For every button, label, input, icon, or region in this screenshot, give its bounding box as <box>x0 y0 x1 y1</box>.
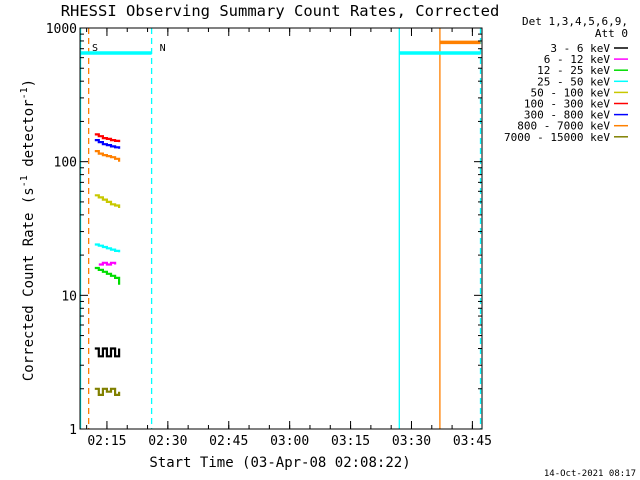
plot-frame <box>79 27 483 430</box>
legend-header-line: Att 0 <box>595 27 628 40</box>
legend-entry-label: 3 - 6 keV <box>550 42 610 55</box>
legend-entry-label: 50 - 100 keV <box>531 86 611 99</box>
y-axis-label-sup2: -1 <box>19 87 30 99</box>
series-line-8 <box>94 387 121 396</box>
series-line-2 <box>94 266 121 285</box>
legend-entry-label: 100 - 300 keV <box>524 98 610 111</box>
x-tick-label: 02:45 <box>209 434 248 449</box>
y-axis-label-end: ) <box>21 79 37 87</box>
y-axis-label-mid: detector <box>21 99 37 175</box>
y-axis-label-main: Corrected Count Rate (s <box>21 187 37 381</box>
legend-entry-label: 25 - 50 keV <box>537 75 610 88</box>
y-tick-label: 100 <box>54 156 77 171</box>
y-axis-label: Corrected Count Rate (s-1 detector-1) <box>19 79 37 381</box>
y-tick-label: 1000 <box>46 22 77 37</box>
y-axis-label-sup1: -1 <box>19 175 30 187</box>
series-line-3 <box>94 243 121 253</box>
legend-entry-label: 6 - 12 keV <box>544 53 611 66</box>
x-axis-label: Start Time (03-Apr-08 02:08:22) <box>149 455 410 471</box>
x-tick-label: 03:45 <box>453 434 492 449</box>
x-tick-label: 02:30 <box>148 434 187 449</box>
series-line-4 <box>94 194 121 208</box>
x-tick-label: 02:15 <box>87 434 126 449</box>
legend-entry-label: 7000 - 15000 keV <box>504 131 610 144</box>
y-tick-label: 10 <box>61 289 77 304</box>
series-line-5 <box>94 133 121 143</box>
chart-title: RHESSI Observing Summary Count Rates, Co… <box>61 2 500 20</box>
series-line-7 <box>94 150 121 162</box>
series-line-1 <box>98 261 117 266</box>
axes: 1 10 100 1000 02:15 02:30 02:45 03:00 03:15 03:30… <box>46 22 492 449</box>
flag-label-s: S <box>92 43 98 54</box>
legend-entry-label: 300 - 800 keV <box>524 109 610 122</box>
y-tick-label: 1 <box>69 423 77 438</box>
x-tick-label: 03:30 <box>392 434 431 449</box>
x-tick-label: 03:15 <box>331 434 370 449</box>
legend-header-line: Det 1,3,4,5,6,9, <box>522 15 628 28</box>
legend-entry-label: 800 - 7000 keV <box>517 120 610 133</box>
timestamp: 14-Oct-2021 08:17 <box>544 469 636 479</box>
x-tick-label: 03:00 <box>270 434 309 449</box>
legend-entry-label: 12 - 25 keV <box>537 64 610 77</box>
series-line-6 <box>94 139 121 149</box>
series-line-0 <box>94 347 121 358</box>
flag-label-n: N <box>160 43 166 54</box>
